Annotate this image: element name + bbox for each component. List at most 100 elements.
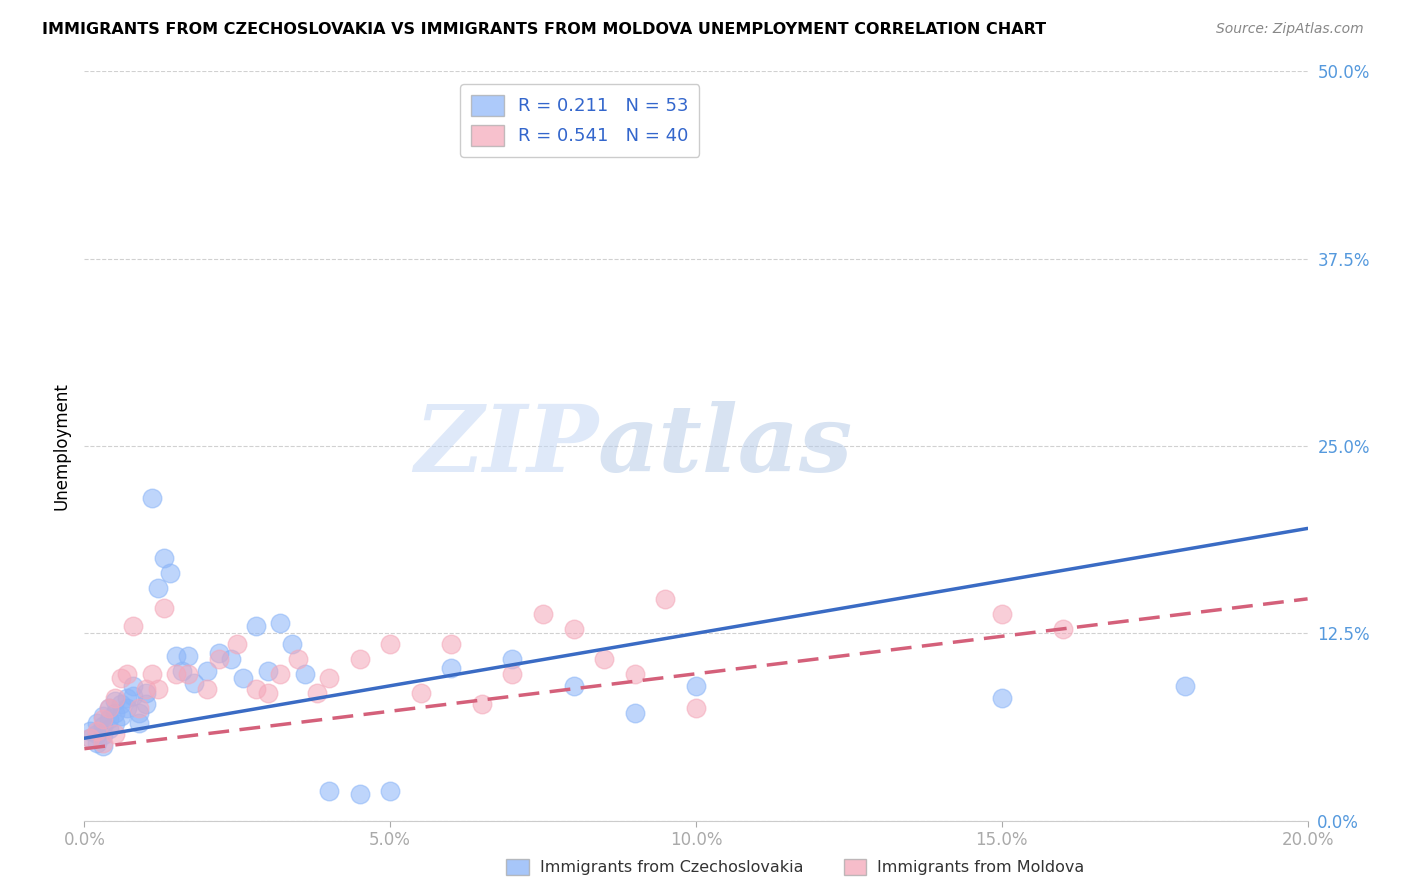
Point (269, 666, 291, 681)
Point (97, 701, 120, 715)
Point (409, 686, 432, 700)
Point (86, 736, 108, 750)
Point (685, 679, 707, 693)
Point (318, 671, 340, 685)
Point (245, 619, 267, 633)
Point (115, 690, 138, 705)
Point (380, 637, 402, 651)
Point (91, 736, 114, 750)
Point (183, 675, 205, 690)
Point (226, 637, 249, 651)
Point (257, 686, 280, 700)
Point (91, 728, 114, 742)
Point (128, 706, 150, 720)
Point (177, 648, 200, 663)
Point (281, 637, 304, 651)
Point (97, 723, 120, 737)
Point (110, 708, 132, 723)
Point (269, 615, 291, 630)
Point (991, 607, 1014, 621)
Point (86, 716, 108, 731)
Point (305, 686, 328, 700)
Point (122, 690, 145, 704)
Point (177, 666, 200, 681)
Point (1052, 622, 1074, 636)
Point (86, 727, 108, 741)
Point (195, 681, 218, 696)
Point (593, 652, 616, 666)
Point (104, 716, 127, 731)
Point (79, 731, 101, 746)
Point (471, 697, 494, 711)
Point (146, 681, 169, 696)
Point (531, 607, 554, 621)
Point (165, 666, 187, 681)
Point (159, 566, 181, 581)
Point (685, 701, 707, 715)
Point (208, 646, 231, 660)
Point (104, 727, 127, 741)
Point (86, 723, 108, 738)
Point (562, 622, 585, 636)
Point (141, 491, 163, 506)
Point (257, 664, 280, 678)
Point (115, 666, 138, 681)
Point (153, 551, 176, 566)
Point (562, 679, 585, 693)
Point (349, 652, 371, 666)
Point (165, 648, 187, 663)
Point (79, 731, 101, 746)
Text: Immigrants from Moldova: Immigrants from Moldova (877, 860, 1084, 874)
Text: Immigrants from Czechoslovakia: Immigrants from Czechoslovakia (540, 860, 803, 874)
Point (287, 652, 309, 666)
Point (79, 723, 101, 738)
Point (91, 739, 114, 753)
Point (502, 652, 524, 666)
Point (208, 652, 231, 666)
Point (440, 661, 463, 675)
Point (318, 783, 340, 797)
Point (245, 681, 267, 696)
Point (172, 664, 194, 678)
Point (110, 697, 132, 711)
Point (349, 787, 371, 801)
Point (1174, 679, 1197, 693)
Point (91, 708, 114, 723)
Text: ZIP: ZIP (413, 401, 598, 491)
Point (115, 701, 138, 715)
Point (135, 686, 157, 700)
Point (97, 712, 120, 726)
Point (991, 690, 1014, 705)
Legend: R = 0.211   N = 53, R = 0.541   N = 40: R = 0.211 N = 53, R = 0.541 N = 40 (460, 84, 699, 156)
Point (135, 681, 157, 696)
Y-axis label: Unemployment: Unemployment (52, 382, 70, 510)
Point (232, 671, 254, 685)
Point (104, 694, 127, 708)
Point (380, 783, 402, 797)
Point (91, 712, 114, 726)
Text: IMMIGRANTS FROM CZECHOSLOVAKIA VS IMMIGRANTS FROM MOLDOVA UNEMPLOYMENT CORRELATI: IMMIGRANTS FROM CZECHOSLOVAKIA VS IMMIGR… (42, 22, 1046, 37)
Point (91, 719, 114, 733)
Point (153, 600, 176, 615)
Point (122, 619, 145, 633)
Point (104, 706, 127, 720)
Point (128, 716, 150, 731)
Point (195, 664, 218, 678)
Point (104, 690, 127, 705)
Point (146, 582, 169, 596)
Point (122, 679, 145, 693)
Point (128, 701, 150, 715)
Point (141, 666, 163, 681)
Point (97, 701, 120, 715)
Point (294, 666, 316, 681)
Point (440, 637, 463, 651)
Point (135, 697, 157, 711)
Point (502, 666, 524, 681)
Point (654, 591, 676, 606)
Point (110, 671, 132, 685)
Point (219, 652, 242, 666)
Point (624, 666, 647, 681)
Text: atlas: atlas (598, 401, 853, 491)
Text: Source: ZipAtlas.com: Source: ZipAtlas.com (1216, 22, 1364, 37)
Point (624, 706, 647, 720)
